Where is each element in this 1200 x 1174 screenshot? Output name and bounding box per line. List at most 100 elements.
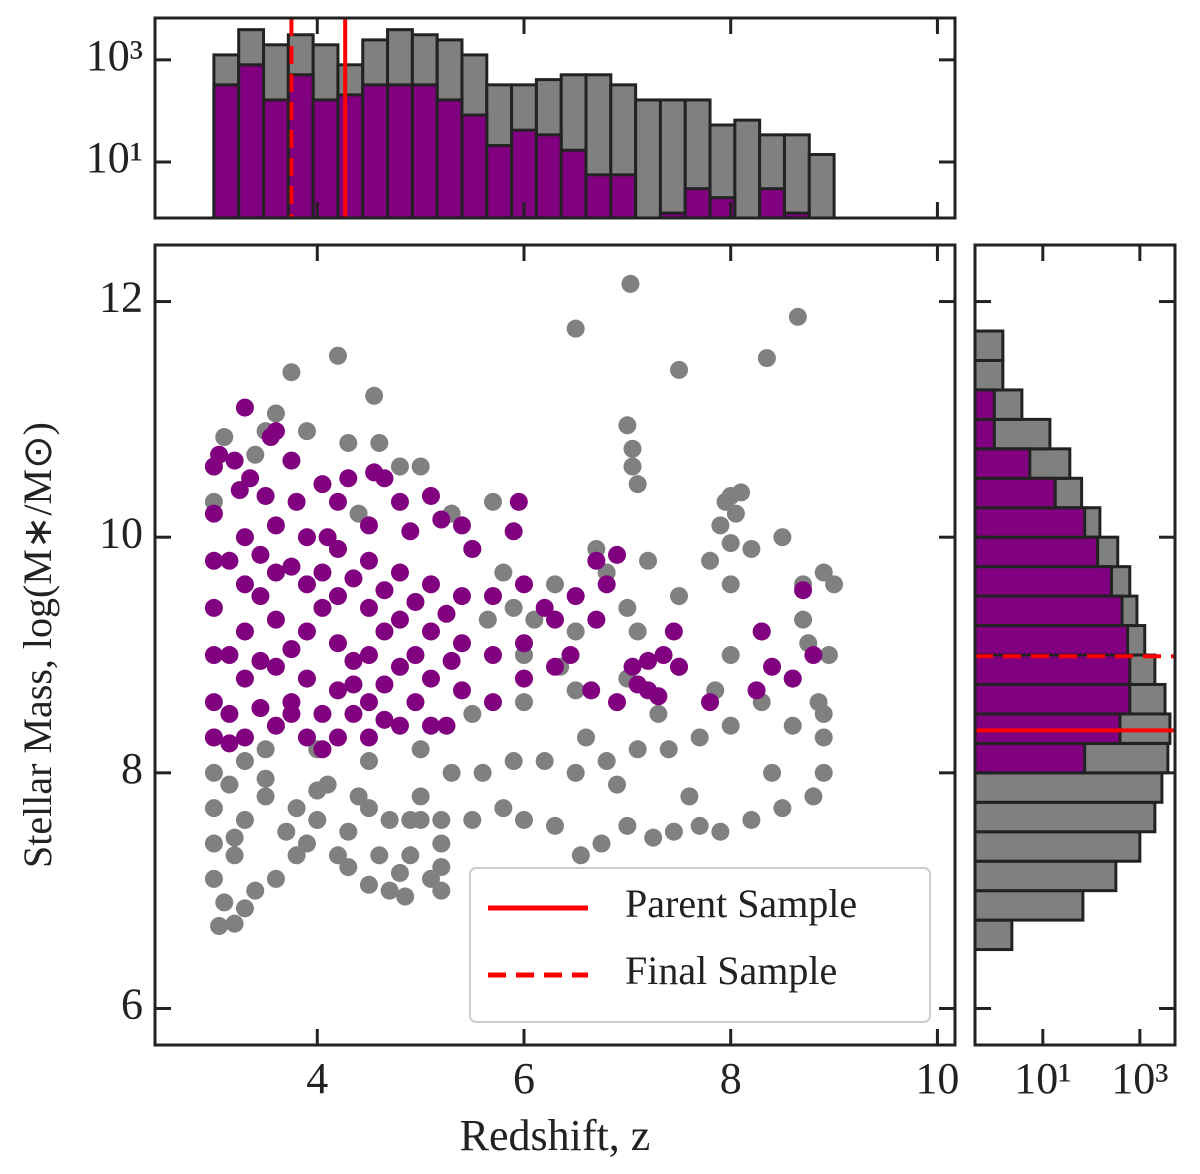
scatter-point (628, 475, 647, 494)
scatter-point (220, 551, 239, 570)
histogram-bar (485, 144, 514, 220)
scatter-point (204, 728, 223, 747)
scatter-point (587, 610, 606, 629)
x-tick-label: 4 (306, 1054, 328, 1103)
y-axis-label: Stellar Mass, log(M∗/M⊙) (15, 422, 60, 868)
scatter-point (266, 404, 285, 423)
scatter-point (726, 504, 745, 523)
scatter-point (297, 528, 316, 547)
scatter-point (473, 763, 492, 782)
histogram-bar (973, 594, 1124, 628)
scatter-point (328, 492, 347, 511)
scatter-point (266, 716, 285, 735)
scatter-point (597, 752, 616, 771)
scatter-point (365, 386, 384, 405)
scatter-point (514, 669, 533, 688)
scatter-point (282, 451, 301, 470)
scatter-point (432, 834, 451, 853)
scatter-point (220, 646, 239, 665)
scatter-point (313, 475, 332, 494)
scatter-point (571, 846, 590, 865)
scatter-point (478, 610, 497, 629)
scatter-point (266, 869, 285, 888)
scatter-point (566, 622, 585, 641)
histogram-bar (311, 98, 340, 220)
scatter-point (788, 307, 807, 326)
scatter-point (664, 622, 683, 641)
scatter-point (318, 528, 337, 547)
scatter-point (308, 810, 327, 829)
scatter-point (721, 534, 740, 553)
scatter-point (411, 740, 430, 759)
scatter-point (282, 557, 301, 576)
scatter-point (525, 610, 544, 629)
histogram-bar (973, 741, 1087, 775)
scatter-point (442, 763, 461, 782)
scatter-point (711, 822, 730, 841)
scatter-point (313, 740, 332, 759)
scatter-point (421, 622, 440, 641)
scatter-point (561, 646, 580, 665)
scatter-point (452, 634, 471, 653)
axes-frame (973, 243, 1177, 1047)
scatter-point (804, 787, 823, 806)
scatter-point (235, 398, 254, 417)
axes-frame (153, 16, 957, 220)
histogram-bar (973, 565, 1113, 598)
scatter-point (670, 587, 689, 606)
scatter-point (721, 646, 740, 665)
scatter-point (277, 822, 296, 841)
histogram-bar (237, 63, 266, 220)
y-tick-label: 10³ (86, 31, 143, 80)
scatter-point (421, 869, 440, 888)
scatter-point (452, 681, 471, 700)
histogram-bar (361, 83, 390, 220)
scatter-point (328, 539, 347, 558)
scatter-point (204, 598, 223, 617)
scatter-point (406, 592, 425, 611)
scatter-point (220, 704, 239, 723)
scatter-point (644, 828, 663, 847)
scatter-point (390, 457, 409, 476)
x-axis-label: Redshift, z (460, 1111, 651, 1160)
scatter-point (235, 669, 254, 688)
scatter-point (483, 693, 502, 712)
scatter-point (308, 781, 327, 800)
scatter-point (349, 787, 368, 806)
scatter-point (266, 516, 285, 535)
scatter-point (509, 492, 528, 511)
scatter-point (287, 799, 306, 818)
scatter-point (639, 651, 658, 670)
histogram-bar (973, 624, 1130, 657)
y-tick-label: 8 (121, 744, 143, 793)
histogram-bar (973, 388, 996, 421)
scatter-point (344, 651, 363, 670)
histogram-bar (973, 358, 1005, 392)
histogram-bar (733, 118, 762, 220)
scatter-point (235, 728, 254, 747)
scatter-point (380, 881, 399, 900)
scatter-point (235, 575, 254, 594)
scatter-point (535, 598, 554, 617)
scatter-point (390, 716, 409, 735)
scatter-point (504, 598, 523, 617)
histogram-bar (973, 329, 1005, 362)
scatter-point (297, 728, 316, 747)
scatter-point (375, 622, 394, 641)
scatter-point (359, 693, 378, 712)
scatter-point (701, 693, 720, 712)
histogram-bar (336, 93, 365, 220)
scatter-point (251, 545, 270, 564)
scatter-point (463, 704, 482, 723)
scatter-point (664, 822, 683, 841)
scatter-point (390, 563, 409, 582)
histogram-bar (683, 187, 712, 220)
histogram-bar (559, 148, 588, 220)
scatter-point (618, 598, 637, 617)
scatter-point (432, 858, 451, 877)
scatter-point (235, 752, 254, 771)
scatter-point (639, 551, 658, 570)
scatter-point (225, 828, 244, 847)
scatter-point (701, 551, 720, 570)
